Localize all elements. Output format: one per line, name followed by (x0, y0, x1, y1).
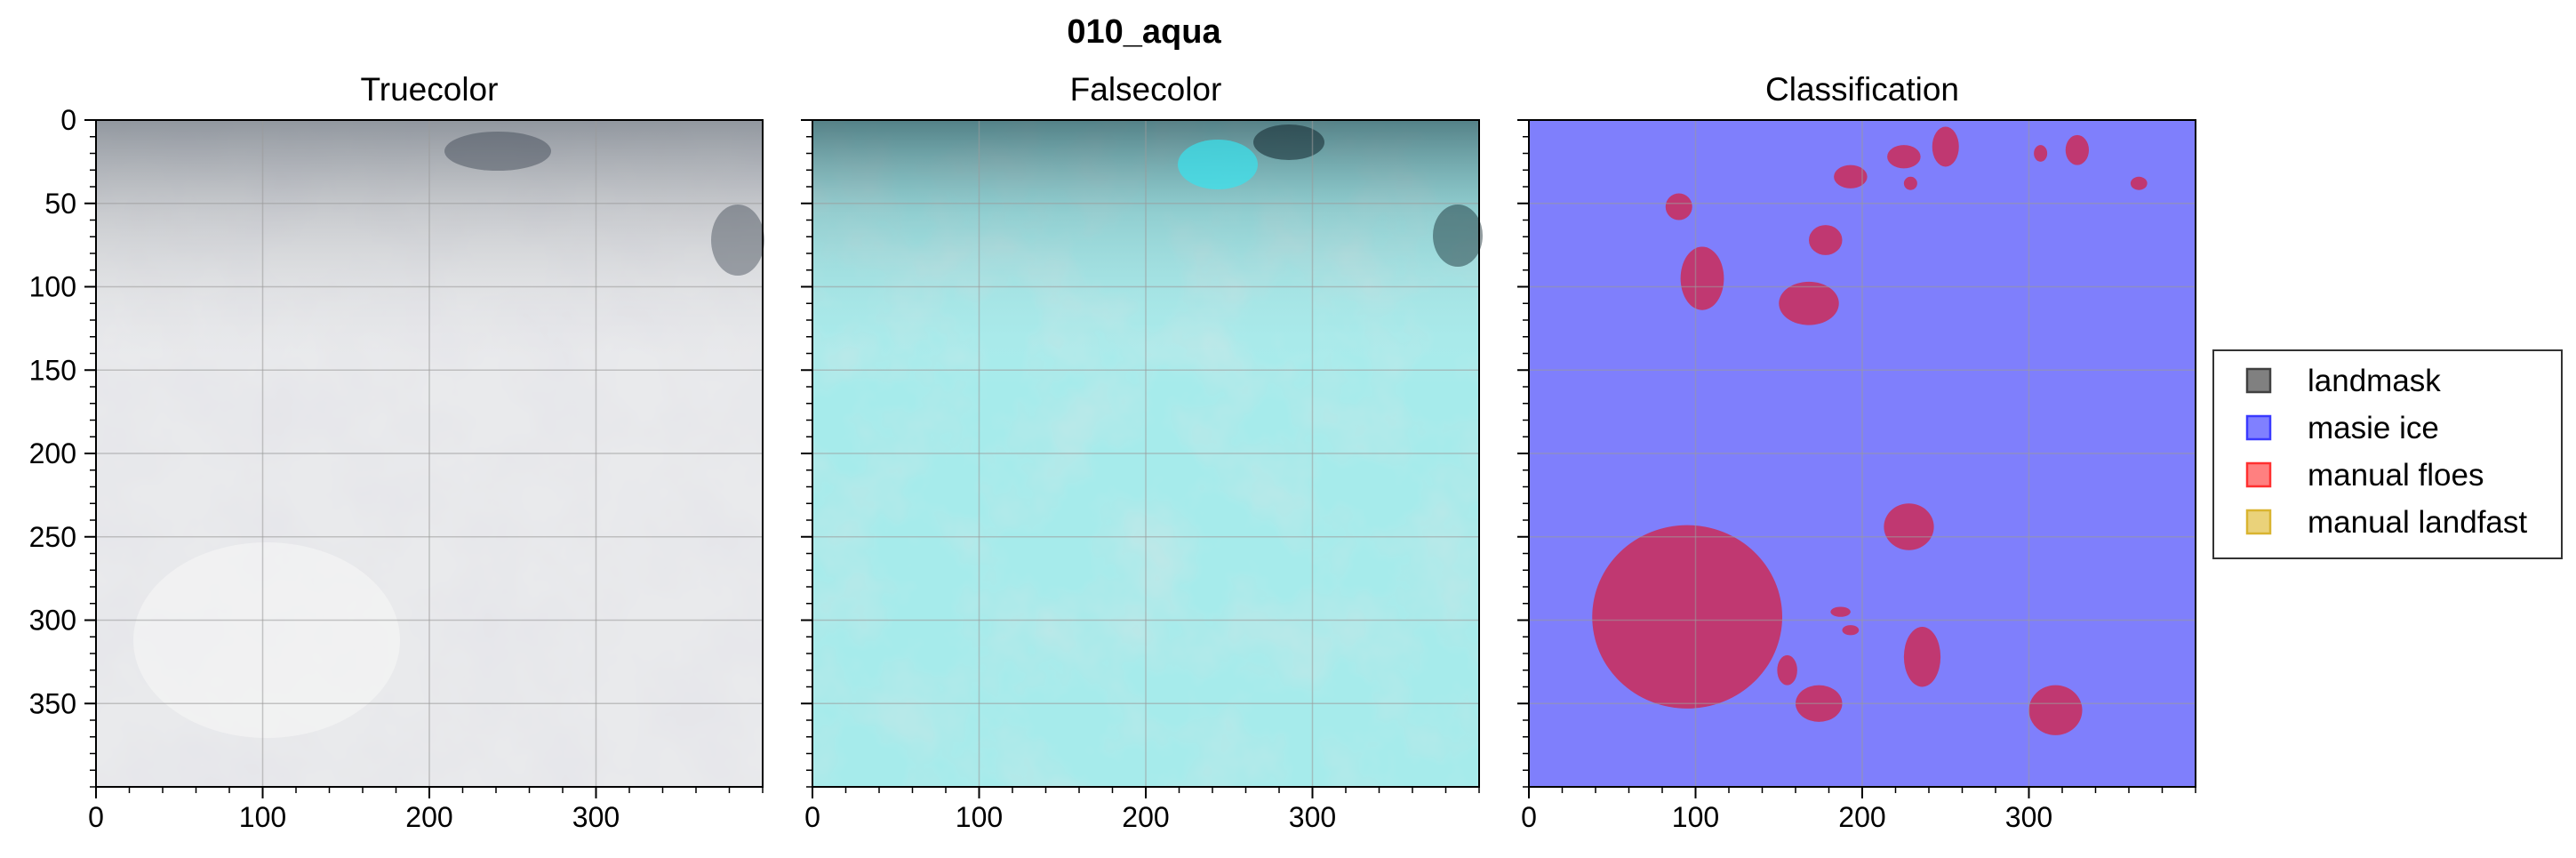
legend-swatch (2245, 509, 2272, 535)
manual-floe (1842, 625, 1860, 636)
truecolor-gridlines (96, 120, 763, 787)
x-tick-label: 100 (956, 801, 1003, 833)
x-tick-label: 0 (804, 801, 820, 833)
manual-floe (1903, 627, 1941, 687)
panel-title-truecolor: Truecolor (361, 71, 499, 108)
y-tick-label: 50 (44, 188, 76, 220)
falsecolor-ice-patch (1178, 140, 1258, 189)
falsecolor-gridlines (812, 120, 1479, 787)
truecolor-frame (95, 119, 764, 788)
x-tick-label: 0 (88, 801, 104, 833)
legend: landmask masie ice manual floes manual land… (2212, 349, 2563, 559)
panel-truecolor: Truecolor 0 100 200 300 0 50 100 150 200 250 300 3… (29, 71, 764, 833)
classification-frame (1528, 119, 2196, 788)
manual-floe (1932, 126, 1959, 167)
manual-floe (2065, 134, 2089, 165)
legend-label: manual floes (2308, 458, 2484, 493)
truecolor-dark-patch (711, 204, 764, 276)
manual-floe (1809, 225, 1843, 255)
x-tick-label: 0 (1521, 801, 1537, 833)
legend-label: manual landfast (2308, 505, 2527, 540)
panel-falsecolor: Falsecolor 0 100 200 300 (801, 71, 1483, 833)
truecolor-y-axis: 0 50 100 150 200 250 300 350 (29, 104, 96, 788)
falsecolor-x-axis: 0 100 200 300 (804, 787, 1480, 833)
manual-floe (1592, 525, 1782, 709)
y-tick-label: 250 (29, 521, 76, 553)
legend-swatch (2245, 414, 2272, 441)
manual-floe (2034, 145, 2048, 162)
x-tick-label: 300 (2005, 801, 2052, 833)
x-tick-label: 200 (405, 801, 452, 833)
falsecolor-y-axis (801, 119, 812, 788)
truecolor-bright-cloud (133, 542, 400, 738)
legend-label: landmask (2308, 364, 2441, 398)
manual-floe (1834, 164, 1868, 188)
y-tick-label: 200 (29, 437, 76, 469)
legend-swatch (2245, 461, 2272, 488)
manual-floe (1680, 246, 1724, 310)
y-tick-label: 0 (60, 104, 76, 136)
classification-x-axis: 0 100 200 300 (1521, 787, 2196, 833)
x-tick-label: 100 (239, 801, 286, 833)
x-tick-label: 300 (1289, 801, 1336, 833)
manual-floe (2028, 685, 2083, 735)
classification-gridlines (1529, 120, 2196, 787)
panel-title-falsecolor: Falsecolor (1070, 71, 1222, 108)
x-tick-label: 100 (1672, 801, 1719, 833)
x-tick-label: 300 (572, 801, 620, 833)
manual-floe (1884, 503, 1934, 550)
manual-floe (1777, 654, 1797, 686)
falsecolor-dark-patch (1433, 204, 1483, 267)
panel-title-classification: Classification (1765, 71, 1959, 108)
figure-suptitle: 010_aqua (1067, 13, 1221, 51)
manual-floe (1830, 606, 1851, 617)
manual-floe (1665, 193, 1692, 221)
legend-box (2212, 349, 2563, 559)
truecolor-dark-patch (444, 132, 551, 171)
panel-classification: Classification 0 100 200 300 (1517, 71, 2196, 833)
manual-floe (1779, 281, 1839, 325)
classification-y-axis (1517, 119, 1529, 788)
falsecolor-frame (812, 119, 1480, 788)
x-tick-label: 200 (1838, 801, 1885, 833)
manual-floe (1903, 176, 1917, 190)
manual-floe (2130, 176, 2148, 190)
y-tick-label: 350 (29, 687, 76, 719)
x-tick-label: 200 (1122, 801, 1169, 833)
truecolor-x-axis: 0 100 200 300 (88, 787, 764, 833)
manual-floe (1887, 145, 1921, 169)
legend-label: masie ice (2308, 411, 2439, 445)
falsecolor-dark-patch (1253, 124, 1324, 160)
y-tick-label: 100 (29, 271, 76, 303)
y-tick-label: 150 (29, 354, 76, 386)
legend-swatch (2245, 367, 2272, 394)
y-tick-label: 300 (29, 605, 76, 637)
